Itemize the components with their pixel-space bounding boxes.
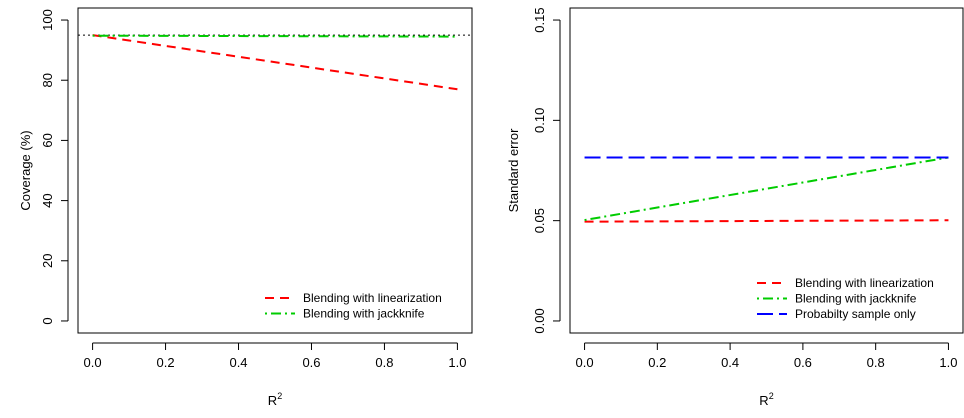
series-line-1 (92, 34, 458, 91)
x-axis-label: R2 (759, 391, 773, 408)
x-tick-label: 0.8 (375, 355, 393, 370)
x-tick-label: 0.4 (229, 355, 247, 370)
legend-label: Probabilty sample only (795, 307, 916, 321)
legend-label: Blending with jackknife (795, 292, 917, 306)
series-line-2 (92, 34, 458, 38)
x-axis-label-superscript: 2 (277, 391, 282, 401)
x-tick-label: 0.6 (794, 355, 812, 370)
y-tick-label: 60 (40, 133, 55, 147)
y-axis-label: Coverage (%) (18, 130, 33, 210)
x-axis-label: R2 (268, 391, 282, 408)
legend-label: Blending with linearization (303, 291, 442, 305)
chart-panel-1: 0.0 0.2 0.4 0.6 0.8 1.0 R2 0 20 40 60 80 100 Coverage… (18, 7, 473, 408)
legend: Blending with linearization Blending with… (757, 276, 934, 321)
x-tick-label: 0.6 (302, 355, 320, 370)
x-axis-label-superscript: 2 (769, 391, 774, 401)
y-tick-label: 100 (40, 9, 55, 31)
x-tick-label: 0.8 (867, 355, 885, 370)
x-tick-label: 0.2 (648, 355, 666, 370)
legend-label: Blending with jackknife (303, 307, 425, 321)
series-line-2 (584, 156, 949, 222)
y-tick-label: 40 (40, 193, 55, 207)
y-tick-label: 0.00 (532, 308, 547, 333)
x-tick-label: 1.0 (939, 355, 957, 370)
y-tick-label: 0.10 (532, 108, 547, 133)
plot-frame (77, 7, 473, 334)
y-tick-label: 0.15 (532, 7, 547, 32)
x-tick-label: 0.4 (721, 355, 739, 370)
series-line-1 (584, 219, 949, 223)
y-tick-label: 0.05 (532, 208, 547, 233)
x-tick-label: 0.0 (84, 355, 102, 370)
plot-frame (569, 7, 964, 334)
x-tick-label: 0.0 (576, 355, 594, 370)
y-tick-label: 20 (40, 254, 55, 268)
chart-panel-2: 0.0 0.2 0.4 0.6 0.8 1.0 R2 0.00 0.05 0.10 0.15 Stan… (506, 7, 964, 408)
y-tick-label: 80 (40, 73, 55, 87)
x-tick-label: 0.2 (157, 355, 175, 370)
x-tick-label: 1.0 (448, 355, 466, 370)
y-tick-label: 0 (40, 317, 55, 324)
legend: Blending with linearization Blending with… (265, 291, 442, 321)
legend-label: Blending with linearization (795, 276, 934, 290)
y-axis-label: Standard error (506, 128, 521, 212)
